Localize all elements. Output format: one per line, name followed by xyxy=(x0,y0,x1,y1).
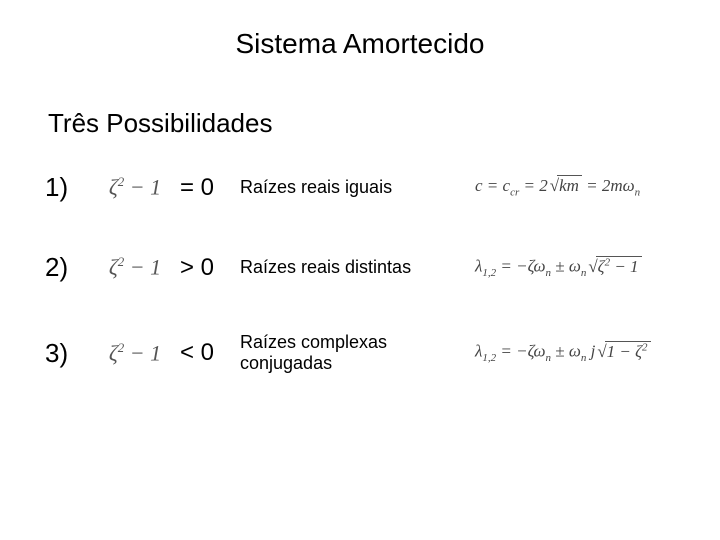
discriminant-expression: ζ2 − 1 xyxy=(90,340,180,366)
zeta-squared-minus-one: ζ2 − 1 xyxy=(109,340,161,366)
zeta-squared-minus-one: ζ2 − 1 xyxy=(109,254,161,280)
comparison: > 0 xyxy=(180,254,240,282)
zeta-squared-minus-one: ζ2 − 1 xyxy=(109,174,161,200)
slide: Sistema Amortecido Três Possibilidades 1… xyxy=(0,0,720,540)
case-row-1: 1) ζ2 − 1 = 0 Raízes reais iguais c = cc… xyxy=(45,172,700,203)
formula: λ1,2 = −ζωn ± ωn j1 − ζ2 xyxy=(475,341,700,364)
comparison: < 0 xyxy=(180,339,240,367)
roots-description: Raízes reais iguais xyxy=(240,177,475,198)
case-number: 3) xyxy=(45,338,90,369)
discriminant-expression: ζ2 − 1 xyxy=(90,174,180,200)
formula: λ1,2 = −ζωn ± ωnζ2 − 1 xyxy=(475,256,700,279)
comparison: = 0 xyxy=(180,174,240,202)
formula: c = ccr = 2km = 2mωn xyxy=(475,176,700,198)
roots-description: Raízes complexas conjugadas xyxy=(240,332,475,374)
case-row-2: 2) ζ2 − 1 > 0 Raízes reais distintas λ1,… xyxy=(45,252,700,283)
roots-description: Raízes reais distintas xyxy=(240,257,475,278)
case-number: 2) xyxy=(45,252,90,283)
page-title: Sistema Amortecido xyxy=(0,28,720,60)
subtitle: Três Possibilidades xyxy=(48,108,272,139)
case-row-3: 3) ζ2 − 1 < 0 Raízes complexas conjugada… xyxy=(45,332,700,374)
case-number: 1) xyxy=(45,172,90,203)
discriminant-expression: ζ2 − 1 xyxy=(90,254,180,280)
